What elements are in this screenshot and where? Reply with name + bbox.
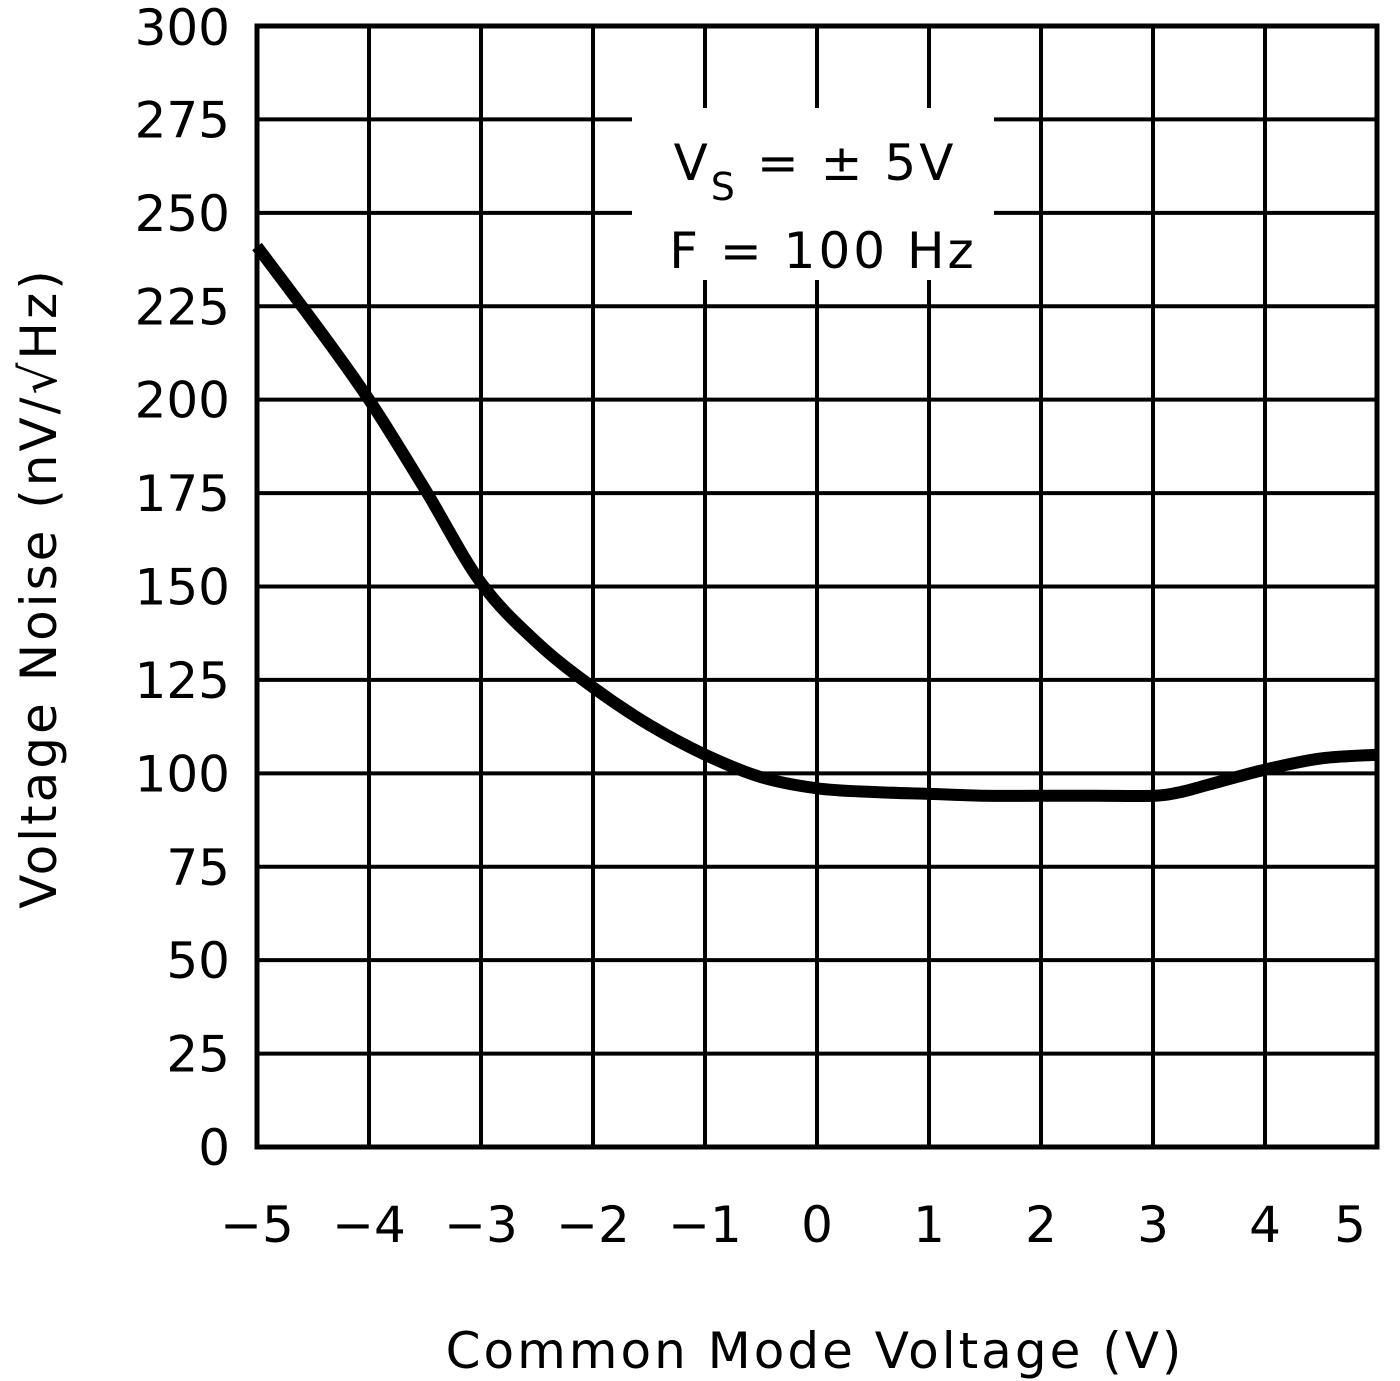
y-tick-label: 100: [135, 745, 230, 803]
y-tick-labels: 0 25 50 75 100 125 150 175 200 225 250 275 300: [135, 0, 230, 1177]
x-axis-label: Common Mode Voltage (V): [446, 1322, 1185, 1380]
x-tick-label: −2: [556, 1196, 630, 1254]
y-tick-label: 125: [135, 652, 230, 710]
y-axis-label: Voltage Noise (nV/√Hz): [10, 267, 68, 909]
x-tick-label: −4: [332, 1196, 406, 1254]
series-layer: [252, 242, 1378, 803]
x-tick-label: −5: [220, 1196, 294, 1254]
annotation-v-subscript: S: [711, 165, 738, 209]
x-tick-label: 5: [1334, 1196, 1366, 1254]
plot-frame: [254, 23, 1380, 1150]
annotation-background: [632, 108, 994, 280]
annotation-box: [632, 108, 994, 280]
x-tick-label: 1: [913, 1196, 945, 1254]
x-tick-labels: −5 −4 −3 −2 −1 0 1 2 3 4 5: [220, 1196, 1366, 1254]
annotation-v-rest: = ± 5V: [738, 134, 957, 192]
x-tick-label: 2: [1025, 1196, 1057, 1254]
x-tick-label: −3: [444, 1196, 518, 1254]
y-tick-label: 25: [166, 1026, 230, 1084]
y-tick-label: 75: [166, 839, 230, 897]
y-tick-label: 275: [135, 91, 230, 149]
y-tick-label: 150: [135, 559, 230, 617]
voltage-noise-series-line: [252, 242, 1378, 803]
y-tick-label: 225: [135, 278, 230, 336]
y-tick-label: 175: [135, 465, 230, 523]
y-tick-label: 200: [135, 372, 230, 430]
x-tick-label: −1: [668, 1196, 742, 1254]
annotation-v-main: V: [674, 134, 711, 192]
x-tick-label: 0: [801, 1196, 833, 1254]
annotation-supply-voltage: VS = ± 5V: [674, 134, 957, 209]
x-tick-label: 3: [1137, 1196, 1169, 1254]
y-tick-label: 50: [166, 932, 230, 990]
y-tick-label: 300: [135, 0, 230, 57]
annotation-frequency: F = 100 Hz: [669, 222, 977, 280]
y-tick-label: 0: [198, 1119, 230, 1177]
x-tick-label: 4: [1249, 1196, 1281, 1254]
y-tick-label: 250: [135, 185, 230, 243]
